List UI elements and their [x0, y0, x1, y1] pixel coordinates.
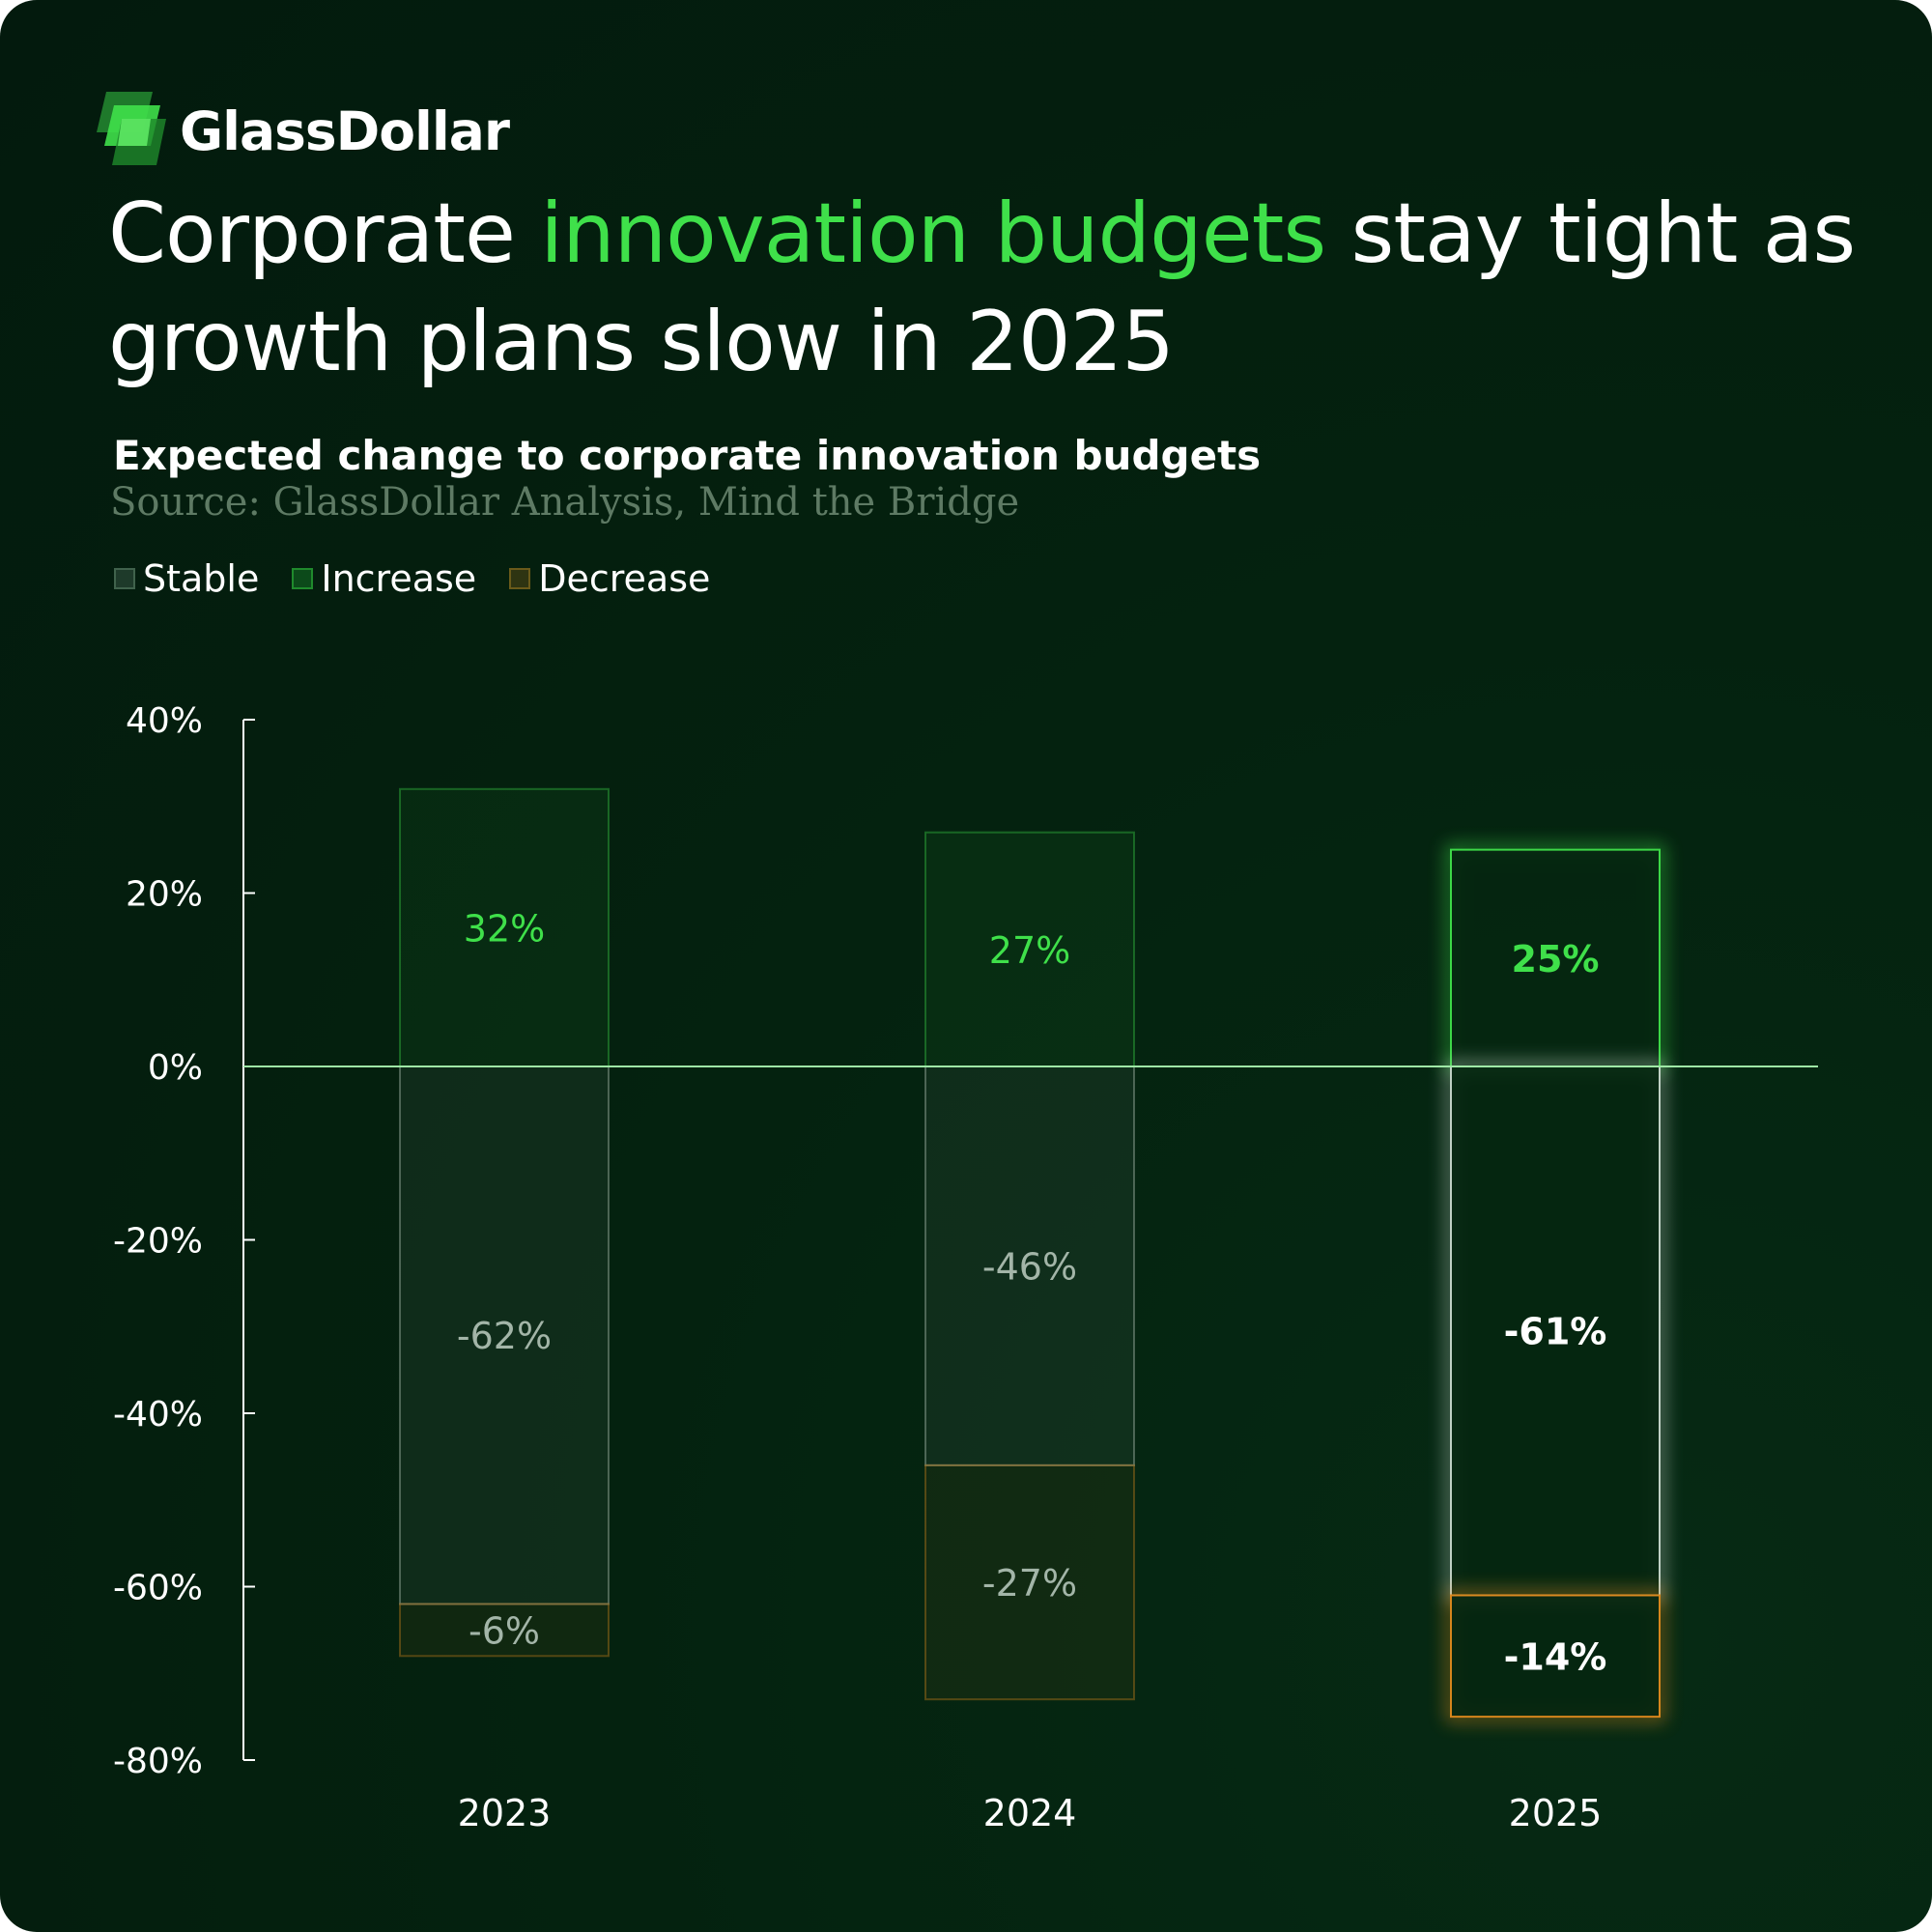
data-label-increase-2023: 32% [464, 907, 545, 950]
bar-stable-2025 [1450, 1065, 1661, 1597]
data-label-stable-2023: -62% [457, 1315, 552, 1357]
headline-part2: stay tight as growth plans slow in 2025 [108, 185, 1856, 390]
headline-part1: Corporate [108, 185, 541, 282]
legend-item-stable: Stable [114, 557, 259, 600]
legend-label-stable: Stable [143, 557, 260, 600]
headline: Corporate innovation budgets stay tight … [108, 180, 1876, 396]
legend-label-decrease: Decrease [538, 557, 711, 600]
bar-decrease-2025 [1450, 1594, 1661, 1719]
x-tick-label: 2024 [983, 1792, 1077, 1834]
y-tick-label: 20% [126, 875, 203, 915]
legend-label-increase: Increase [321, 557, 477, 600]
legend-swatch-decrease [509, 568, 531, 589]
bar-decrease-2023 [399, 1603, 610, 1658]
bar-labels: 32% -62% -6% 27% -46% -27% 25% -61% -14% [457, 907, 1606, 1678]
y-tick-label: -40% [113, 1395, 203, 1435]
bar-increase-2024 [924, 831, 1135, 1067]
y-tick-label: -60% [113, 1569, 203, 1608]
legend-swatch-increase [292, 568, 314, 589]
glassdollar-logo-icon [97, 92, 166, 165]
bar-increase-2025 [1450, 848, 1661, 1067]
bars [399, 787, 1664, 1722]
y-axis: 40% 20% 0% -20% -40% -60% -80% [113, 701, 255, 1781]
data-label-decrease-2023: -6% [469, 1609, 540, 1652]
legend-swatch-stable [114, 568, 135, 589]
headline-highlight: innovation budgets [540, 185, 1326, 282]
brand-name: GlassDollar [180, 100, 510, 162]
data-label-stable-2025: -61% [1504, 1311, 1607, 1353]
chart-legend: Stable Increase Decrease [114, 557, 743, 600]
bar-stable-2024 [924, 1065, 1135, 1466]
chart-source: Source: GlassDollar Analysis, Mind the B… [110, 480, 1020, 525]
x-axis: 2023 2024 2025 [458, 1792, 1603, 1834]
x-tick-label: 2025 [1509, 1792, 1603, 1834]
data-label-increase-2024: 27% [989, 929, 1070, 972]
legend-item-increase: Increase [292, 557, 476, 600]
y-tick-label: 40% [126, 701, 203, 741]
legend-item-decrease: Decrease [509, 557, 710, 600]
data-label-increase-2025: 25% [1512, 938, 1600, 980]
y-tick-label: 0% [148, 1048, 203, 1088]
data-label-decrease-2024: -27% [982, 1562, 1077, 1605]
chart-subtitle: Expected change to corporate innovation … [113, 432, 1262, 479]
data-label-stable-2024: -46% [982, 1245, 1077, 1288]
x-tick-label: 2023 [458, 1792, 552, 1834]
bar-increase-2023 [399, 787, 610, 1067]
y-tick-label: -20% [113, 1222, 203, 1262]
data-label-decrease-2025: -14% [1504, 1635, 1607, 1678]
bar-decrease-2024 [924, 1463, 1135, 1701]
bar-stable-2023 [399, 1065, 610, 1605]
y-tick-label: -80% [113, 1742, 203, 1781]
